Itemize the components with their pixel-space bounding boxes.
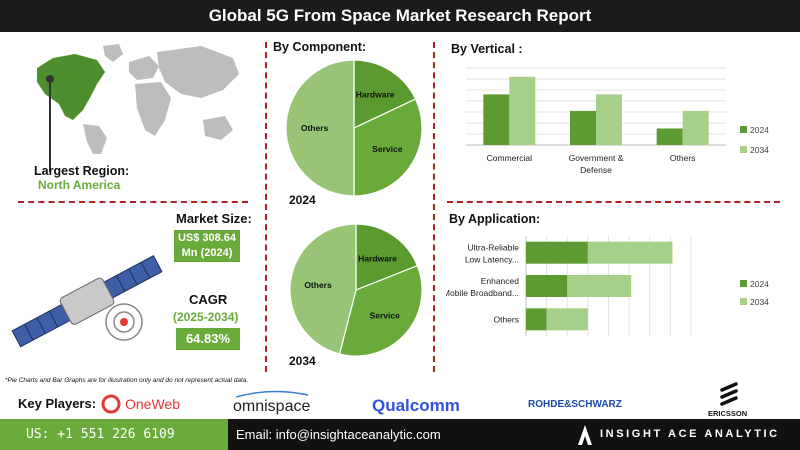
- application-legend-swatch-2034: [740, 298, 747, 305]
- application-title: By Application:: [449, 212, 541, 226]
- footer-email[interactable]: Email: info@insightaceanalytic.com: [236, 427, 441, 442]
- component-title: By Component:: [273, 40, 367, 54]
- pie-2024-label-hardware: Hardware: [356, 90, 395, 100]
- cagr-period: (2025-2034): [173, 310, 239, 324]
- pie-2034-label-hardware: Hardware: [358, 253, 397, 263]
- largest-region-label: Largest Region:: [34, 164, 130, 178]
- region-pointer-dot: [46, 75, 54, 83]
- application-bar-2034-0: [587, 241, 673, 264]
- region-pointer-line: [49, 78, 51, 172]
- pie-2024-slice-service: [353, 98, 423, 197]
- signal-target-icon: [120, 318, 128, 326]
- map-asia: [157, 46, 239, 98]
- player-rohde-schwarz: ROHDE&SCHWARZ: [528, 399, 622, 410]
- application-bar-2034-1: [567, 275, 632, 297]
- omnispace-swoosh-icon: [235, 390, 309, 398]
- insightace-logo-icon: [578, 425, 592, 445]
- vertical-bar-2024-2: [656, 128, 683, 145]
- vertical-bar-chart: Commercial Government & Defense Others 2024 2…: [466, 67, 769, 175]
- pie-2024-year: 2024: [289, 193, 316, 207]
- application-legend-label-2024: 2024: [750, 279, 769, 289]
- vertical-title: By Vertical :: [451, 42, 523, 56]
- footer-phone[interactable]: US: +1 551 226 6109: [0, 419, 228, 450]
- satellite-illustration: [11, 255, 163, 348]
- application-category-label: Enhanced Mobile Broadband...: [446, 276, 519, 298]
- vertical-category-label: Government & Defense: [569, 153, 624, 175]
- vertical-legend-label-2024: 2024: [750, 125, 769, 135]
- world-map: [37, 44, 239, 154]
- signal-ring-outer: [105, 303, 143, 341]
- vertical-bar-2024-0: [483, 94, 510, 145]
- map-north-america: [37, 54, 105, 120]
- application-bar-2024-2: [526, 308, 547, 331]
- key-players-label: Key Players:: [18, 396, 97, 411]
- map-south-america: [83, 124, 107, 154]
- oneweb-logo-icon: [101, 394, 121, 414]
- market-size-value: US$ 308.64 Mn (2024): [174, 230, 240, 262]
- center-divider-right: [433, 42, 435, 372]
- left-divider: [18, 201, 248, 203]
- pie-2024-label-service: Service: [372, 144, 403, 154]
- vertical-legend-label-2034: 2034: [750, 145, 769, 155]
- application-category-label: Ultra-Reliable Low Latency...: [465, 243, 519, 265]
- ericsson-logo-icon: [720, 382, 738, 406]
- signal-ring-inner: [113, 311, 135, 333]
- pie-2024-slice-hardware: [353, 59, 417, 129]
- vertical-bar-2024-1: [570, 110, 596, 145]
- pie-2034-year: 2034: [289, 354, 316, 368]
- page-title: Global 5G From Space Market Research Rep…: [0, 0, 800, 32]
- cagr-label: CAGR: [189, 292, 228, 307]
- center-divider-left: [265, 42, 267, 372]
- application-bar-2034-2: [546, 308, 588, 331]
- application-category-label: Others: [493, 314, 519, 324]
- pie-2034-slice-others: [289, 223, 357, 355]
- player-ericsson: ERICSSON: [708, 409, 748, 418]
- player-oneweb: OneWeb: [125, 396, 180, 412]
- player-qualcomm: Qualcomm: [372, 396, 460, 415]
- vertical-bar-2034-2: [682, 110, 709, 145]
- application-bar-chart: Ultra-Reliable Low Latency... Enhanced Mobi…: [446, 236, 769, 336]
- vertical-bar-2034-1: [596, 94, 622, 145]
- map-europe: [129, 56, 159, 80]
- vertical-category-label: Others: [670, 153, 696, 163]
- right-divider: [447, 201, 780, 203]
- vertical-legend-swatch-2024: [740, 126, 747, 133]
- pie-2024-slice-others: [285, 59, 355, 197]
- application-bar-2024-0: [526, 241, 588, 264]
- map-africa: [135, 82, 171, 136]
- cagr-value: 64.83%: [176, 328, 240, 350]
- map-greenland: [103, 44, 123, 62]
- pie-2034-slice-service: [338, 264, 423, 357]
- largest-region-value: North America: [38, 178, 121, 192]
- application-legend-label-2034: 2034: [750, 297, 769, 307]
- map-australia: [203, 116, 233, 140]
- pie-2024-label-others: Others: [301, 123, 329, 133]
- footer-bar: Email: info@insightaceanalytic.com INSIG…: [228, 419, 800, 450]
- component-pie-2024: Hardware Service Others: [285, 59, 423, 197]
- satellite-body: [59, 277, 115, 325]
- application-legend-swatch-2024: [740, 280, 747, 287]
- footer-brand: INSIGHT ACE ANALYTIC: [600, 428, 780, 440]
- pie-2034-label-others: Others: [304, 280, 332, 290]
- pie-2034-slice-hardware: [355, 223, 419, 291]
- pie-2034-label-service: Service: [370, 310, 401, 320]
- disclaimer-note: *Pie Charts and Bar Graphs are for illus…: [5, 377, 249, 384]
- player-omnispace: omnispace: [233, 398, 311, 415]
- vertical-bar-2034-0: [509, 76, 536, 145]
- market-size-label: Market Size:: [176, 211, 252, 226]
- component-pie-2034: Hardware Service Others: [289, 223, 423, 357]
- vertical-category-label: Commercial: [487, 153, 532, 163]
- vertical-legend-swatch-2034: [740, 146, 747, 153]
- application-bar-2024-1: [526, 275, 568, 297]
